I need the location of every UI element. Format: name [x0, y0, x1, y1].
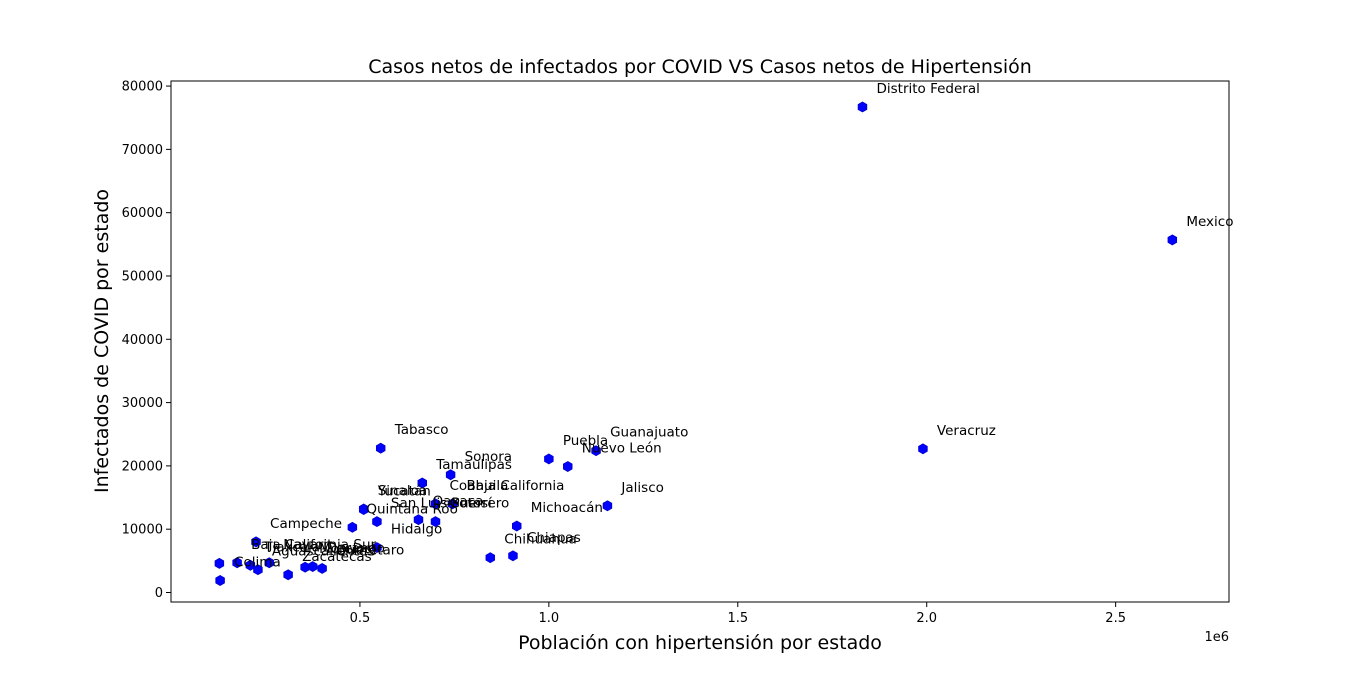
data-point-label: Morelos [319, 541, 372, 557]
data-point-label: Veracruz [937, 423, 996, 439]
data-point [485, 552, 496, 564]
data-point-label: San Luis Potosí [391, 496, 493, 512]
data-point-label: Chiapas [527, 530, 581, 546]
data-point-label: Tlaxcala [263, 539, 320, 555]
data-point [214, 557, 225, 569]
data-point [1167, 234, 1178, 246]
data-point-label: Puebla [563, 433, 608, 449]
data-point-label: Hidalgo [391, 522, 442, 538]
data-point [375, 442, 386, 454]
plot-area: 0.5 1.0 1.5 2.0 2.5 0 10000 20000 30000 40000 5000… [122, 80, 1234, 626]
data-point-label: Michoacán [531, 500, 603, 516]
x-tick-label: 1.0 [539, 611, 560, 626]
data-point-label: Coahuila [450, 478, 509, 494]
data-point-label: Baja California Sur [251, 537, 376, 553]
x-tick-label: 2.0 [916, 611, 937, 626]
data-point [430, 516, 441, 528]
x-axis-label: Población con hipertensión por estado [518, 632, 882, 654]
data-point-label: Sinaloa [378, 483, 427, 499]
data-point-label: Chihuahua [504, 532, 577, 548]
data-point-label: Oaxaca [432, 494, 483, 510]
y-tick-label: 80000 [122, 80, 163, 95]
data-point-label: Colima [234, 554, 281, 570]
data-point-label: Quintana Roo [366, 501, 457, 517]
chart-title: Casos netos de infectados por COVID VS C… [368, 56, 1032, 78]
data-point-label: Tabasco [394, 422, 449, 438]
x-offset-label: 1e6 [1204, 630, 1229, 645]
data-point [232, 557, 242, 569]
data-point-label: Durango [327, 541, 385, 557]
data-point [358, 504, 369, 516]
data-point [544, 453, 554, 465]
data-point-label: Zacatecas [302, 549, 372, 565]
data-point [857, 101, 868, 113]
data-point [307, 561, 318, 573]
y-tick-label: 30000 [122, 396, 163, 411]
data-point-label: Aguascalientes [272, 544, 374, 560]
data-point [372, 542, 382, 554]
data-point [445, 469, 456, 481]
data-point-label: Nayarit [283, 537, 332, 553]
data-point-label: Nuevo León [582, 441, 662, 457]
y-axis-label: Infectados de COVID por estado [91, 189, 113, 493]
data-point-label: Jalisco [620, 480, 663, 496]
y-tick-label: 70000 [122, 143, 163, 158]
data-point [563, 461, 573, 472]
data-point-label: Campeche [270, 516, 342, 532]
x-tick-label: 0.5 [350, 611, 371, 626]
y-tick-label: 50000 [122, 269, 163, 284]
data-point [283, 569, 293, 581]
data-point [918, 443, 928, 455]
plot-frame [170, 80, 1230, 603]
data-point [215, 575, 225, 586]
y-tick-label: 20000 [122, 459, 163, 474]
data-point [417, 477, 428, 489]
y-tick-label: 0 [155, 586, 163, 601]
y-tick-label: 60000 [122, 206, 163, 221]
x-tick-label: 1.5 [727, 611, 748, 626]
data-point [317, 562, 327, 574]
data-point [508, 550, 518, 562]
data-point [264, 557, 274, 569]
data-point [251, 536, 261, 548]
data-point [447, 498, 458, 510]
data-point-label: Yucatán [377, 484, 431, 500]
data-point [347, 521, 358, 533]
data-point [372, 516, 382, 528]
data-point-label: Baja California [467, 478, 565, 494]
x-tick-label: 2.5 [1105, 611, 1126, 626]
data-point-label: Querétaro [336, 542, 404, 558]
data-point [245, 559, 256, 571]
data-point [430, 498, 441, 510]
data-point-label: Guanajuato [610, 425, 688, 441]
data-point-label: Tamaulipas [435, 457, 512, 473]
data-point-label: Mexico [1186, 214, 1233, 230]
data-point [602, 500, 613, 512]
y-tick-label: 40000 [122, 333, 163, 348]
y-tick-label: 10000 [122, 523, 163, 538]
data-point-label: Sonora [465, 449, 512, 465]
data-point-label: Distrito Federal [876, 81, 979, 97]
data-point [512, 520, 522, 532]
data-point [413, 514, 424, 526]
data-point [591, 445, 601, 457]
data-point-label: Guerrero [450, 496, 510, 512]
